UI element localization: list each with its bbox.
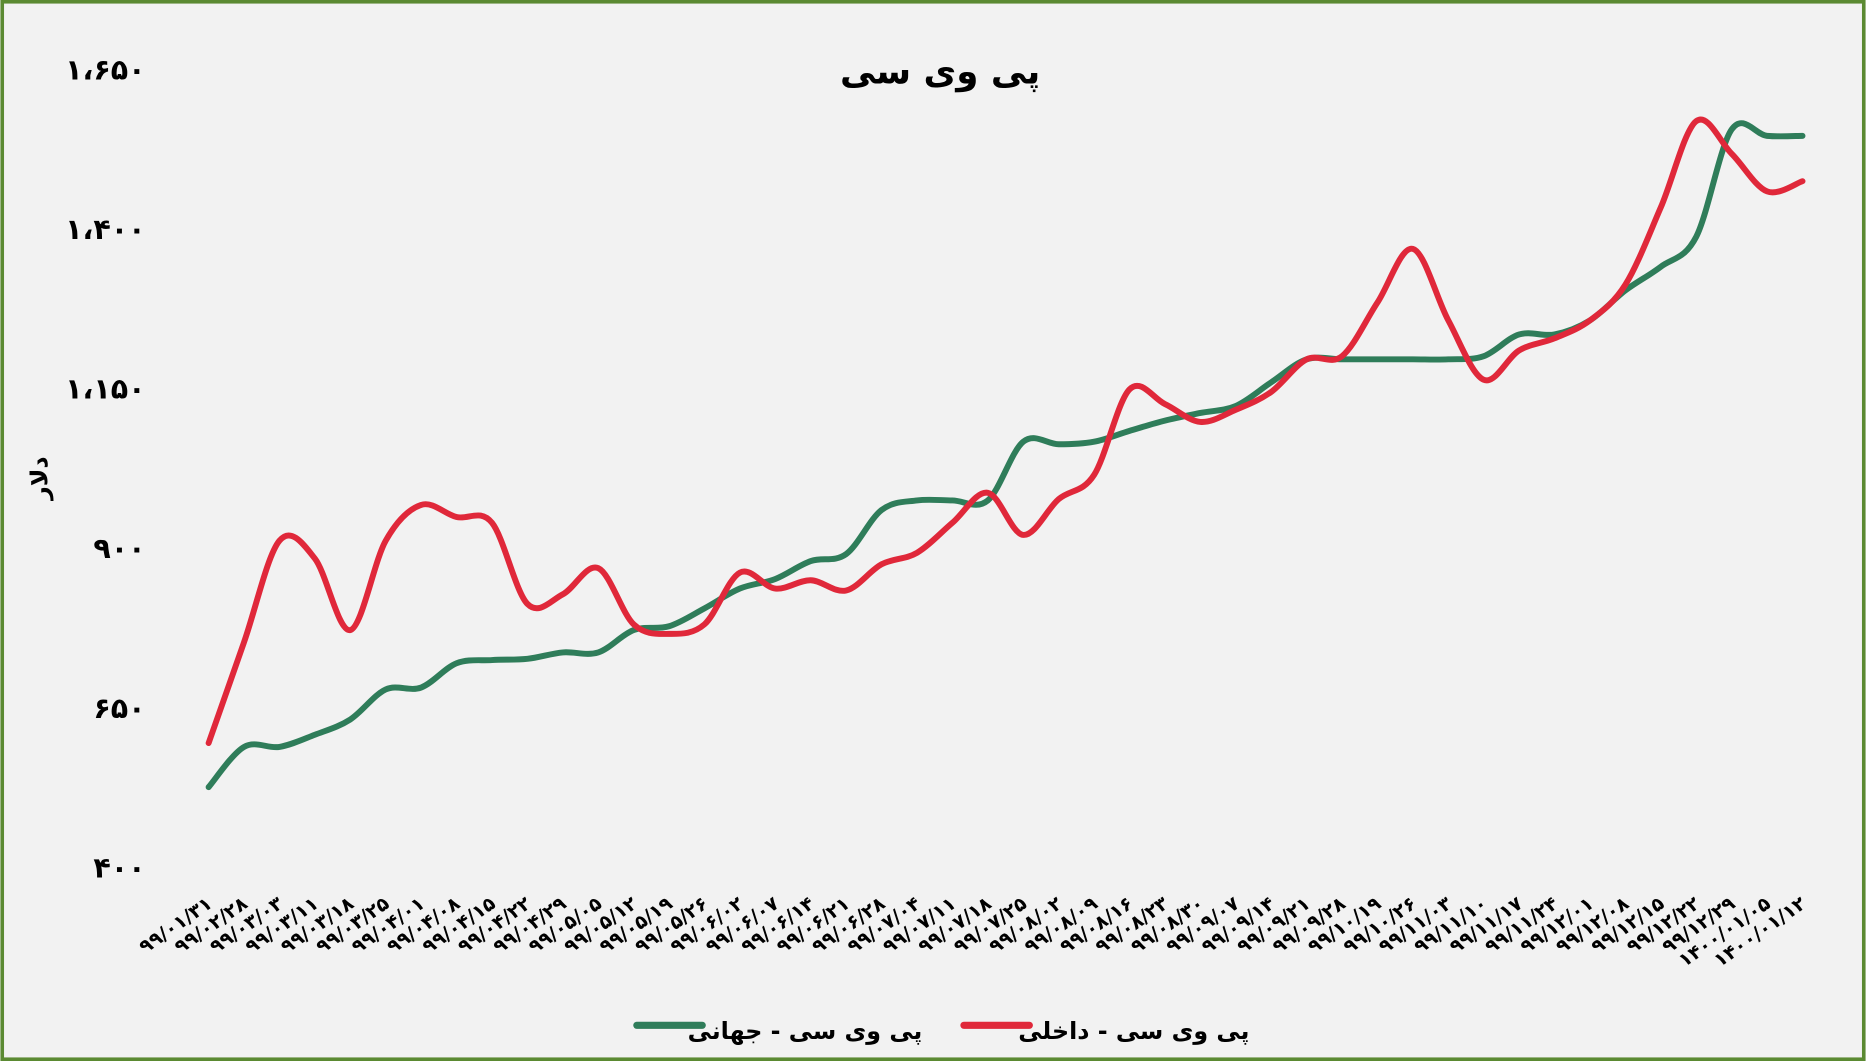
- y-axis-label: دلار: [25, 456, 53, 501]
- legend-label: پی وی سی - داخلی: [1018, 1017, 1249, 1045]
- y-tick-label: ۶۵۰: [93, 692, 145, 725]
- y-tick-label: ۱،۴۰۰: [65, 213, 146, 246]
- y-tick-label: ۴۰۰: [93, 851, 145, 884]
- legend-label: پی وی سی - جهانی: [688, 1017, 923, 1045]
- series-line: [205, 116, 1806, 747]
- y-tick-label: ۱،۶۵۰: [65, 53, 146, 86]
- y-tick-label: ۱،۱۵۰: [65, 373, 146, 406]
- chart-title: پی وی سی: [840, 52, 1040, 93]
- series-line: [205, 120, 1806, 791]
- y-tick-label: ۹۰۰: [93, 532, 145, 565]
